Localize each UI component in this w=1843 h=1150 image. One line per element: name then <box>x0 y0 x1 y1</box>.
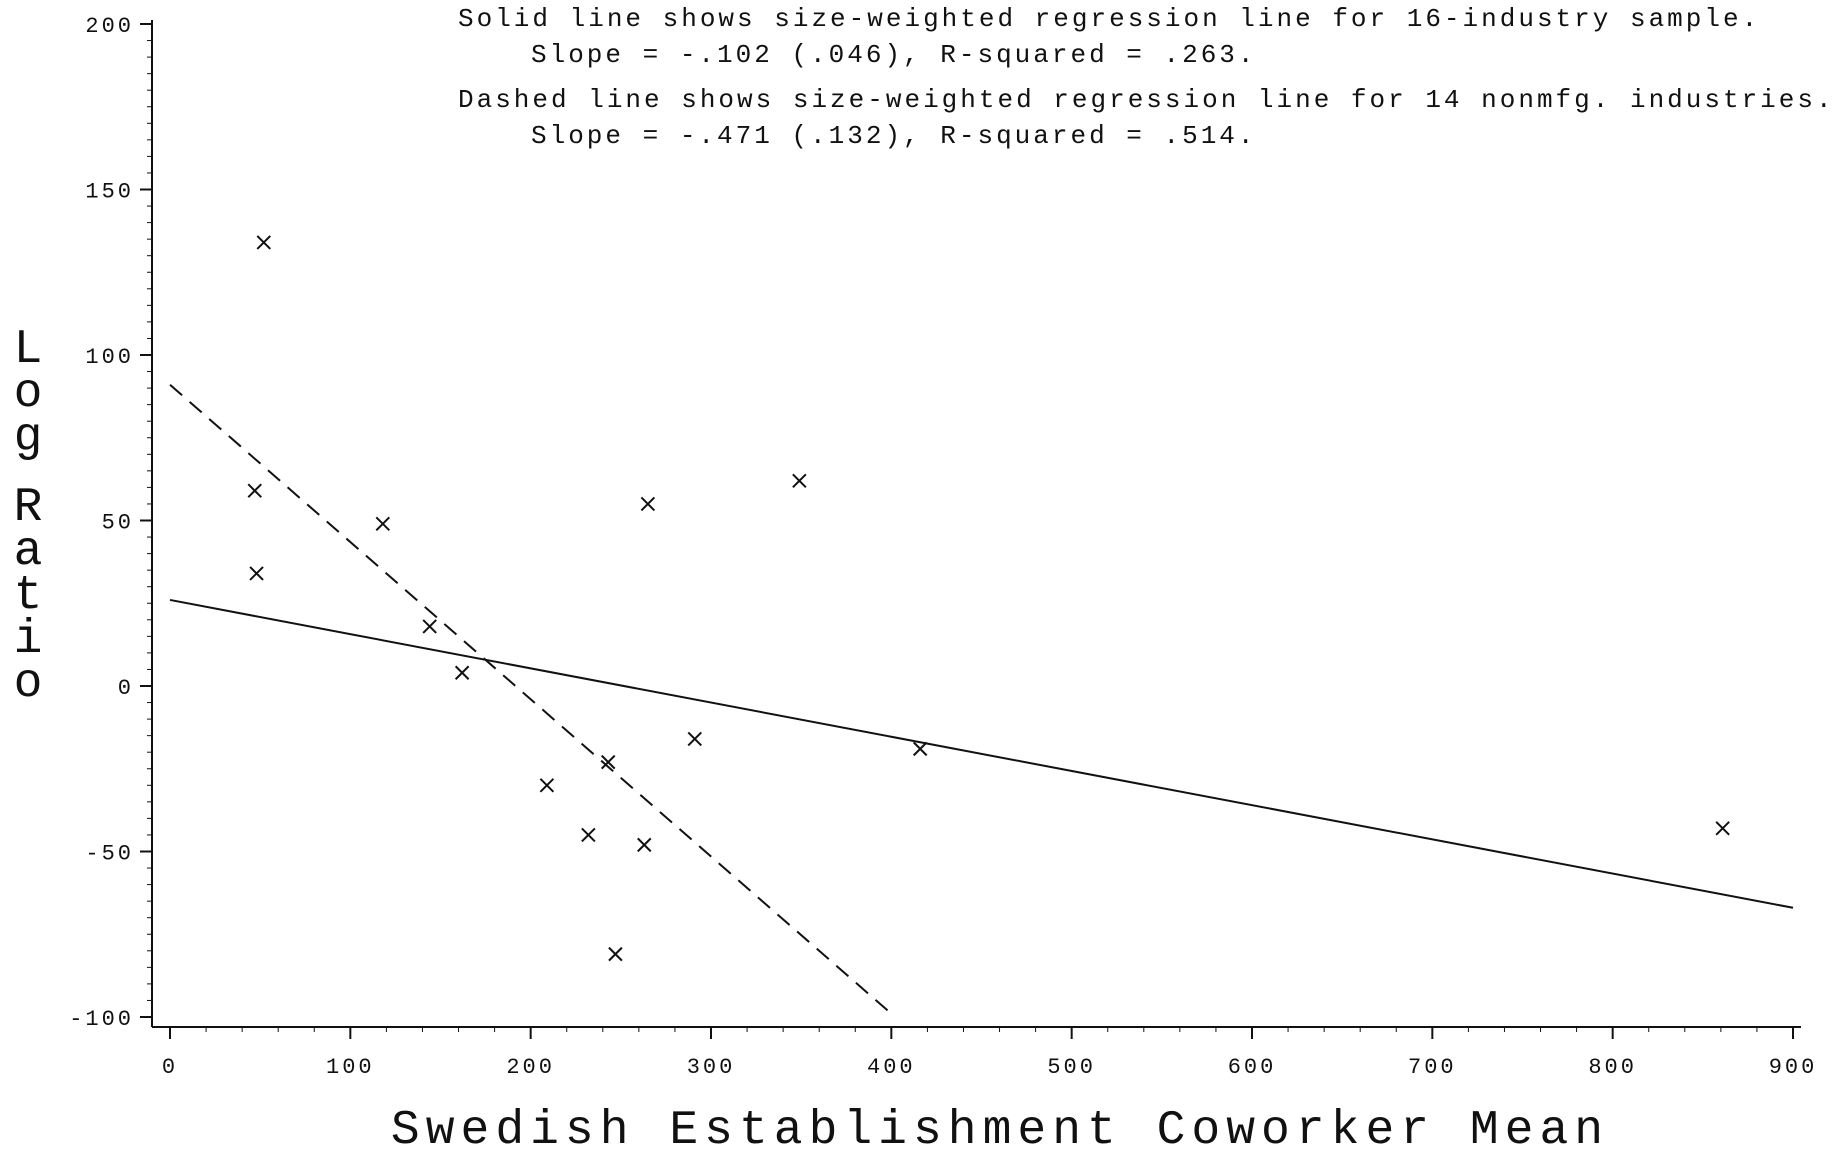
data-point <box>687 731 702 747</box>
data-point <box>608 946 623 962</box>
y-tick-label: 100 <box>85 345 134 370</box>
data-point <box>912 741 928 757</box>
y-tick-label: -50 <box>85 842 134 867</box>
dashed-regression-line <box>169 384 892 1015</box>
x-tick-label: 200 <box>506 1055 555 1080</box>
x-tick-label: 100 <box>326 1055 375 1080</box>
data-point <box>375 516 391 532</box>
y-tick-label: -100 <box>69 1007 134 1032</box>
y-axis-label-char: o <box>14 367 43 421</box>
data-point <box>249 566 264 581</box>
data-point <box>539 778 555 793</box>
y-axis-label-char: R <box>14 481 43 535</box>
x-tick-label: 300 <box>687 1055 736 1080</box>
y-tick-label: 0 <box>118 676 134 701</box>
y-axis-label-char: o <box>14 657 43 711</box>
x-tick-label: 0 <box>162 1055 178 1080</box>
plot-area: 0 100 200 300 400 500 600 700 800 900 -100 -50 0 50 10… <box>69 14 1818 1080</box>
data-point <box>1715 821 1730 836</box>
x-axis-label: Swedish Establishment Coworker Mean <box>391 1104 1609 1150</box>
y-tick-label: 50 <box>102 511 134 536</box>
data-point <box>422 619 437 634</box>
data-point <box>581 827 596 843</box>
annotation-line-1: Solid line shows size-weighted regressio… <box>458 4 1760 34</box>
y-axis-label-char: i <box>14 613 43 667</box>
x-tick-label: 900 <box>1769 1055 1818 1080</box>
y-tick-label: 200 <box>85 14 134 39</box>
solid-regression-line <box>169 598 1794 909</box>
data-point <box>454 665 470 680</box>
x-tick-label: 400 <box>867 1055 916 1080</box>
annotation-line-2: Slope = -.102 (.046), R-squared = .263. <box>531 40 1257 70</box>
x-tick-label: 500 <box>1047 1055 1096 1080</box>
data-point <box>247 483 262 498</box>
data-point <box>601 754 616 770</box>
y-axis-label-char: g <box>14 411 43 465</box>
data-point <box>640 496 656 512</box>
data-point <box>637 837 652 853</box>
x-tick-label: 700 <box>1408 1055 1457 1080</box>
y-tick-label: 150 <box>85 180 134 205</box>
data-point <box>256 235 271 250</box>
annotation-line-4: Slope = -.471 (.132), R-squared = .514. <box>531 121 1257 151</box>
annotation-line-3: Dashed line shows size-weighted regressi… <box>458 85 1835 115</box>
y-axis-label-char: a <box>14 525 43 579</box>
y-axis-label-char: t <box>14 569 43 623</box>
data-point <box>792 473 807 488</box>
y-axis-label-char: L <box>14 323 43 377</box>
x-tick-label: 600 <box>1228 1055 1277 1080</box>
x-tick-label: 800 <box>1588 1055 1637 1080</box>
